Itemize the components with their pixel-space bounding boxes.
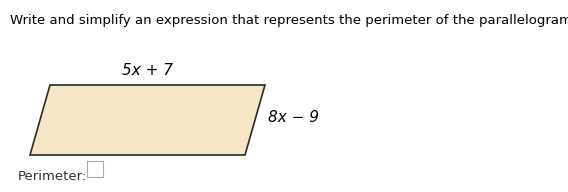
Text: 5x + 7: 5x + 7 xyxy=(123,63,173,78)
Text: Perimeter:: Perimeter: xyxy=(18,170,87,183)
Polygon shape xyxy=(30,85,265,155)
Bar xyxy=(87,161,103,177)
Text: 8x − 9: 8x − 9 xyxy=(268,111,319,126)
Text: Write and simplify an expression that represents the perimeter of the parallelog: Write and simplify an expression that re… xyxy=(10,14,568,27)
